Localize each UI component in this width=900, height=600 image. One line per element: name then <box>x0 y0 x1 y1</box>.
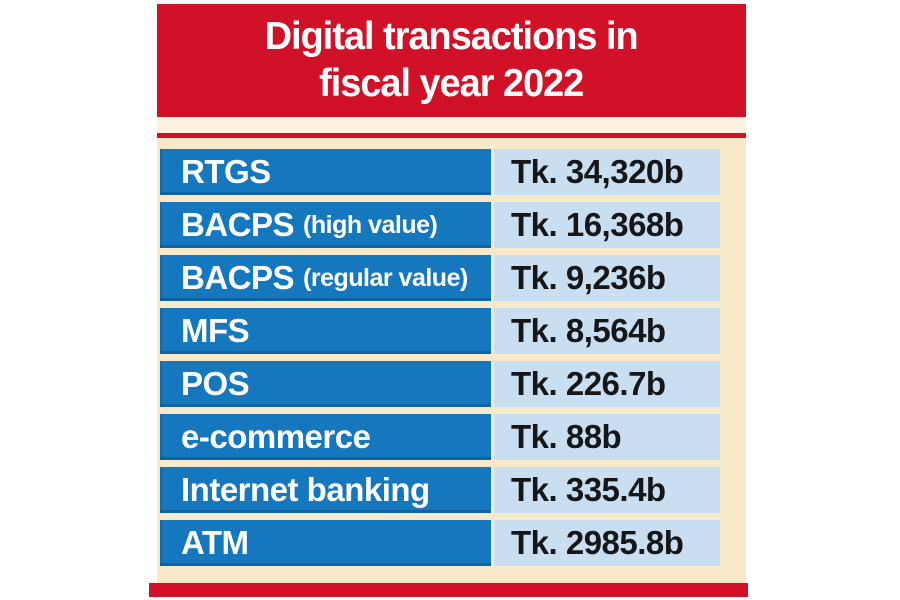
row-label-cell: MFS <box>160 308 491 354</box>
row-label: POS <box>181 365 250 402</box>
table-row: Internet banking Tk. 335.4b <box>160 467 720 513</box>
chart-title-line2: fiscal year 2022 <box>319 61 584 105</box>
table-row: ATM Tk. 2985.8b <box>160 520 720 566</box>
row-value: Tk. 16,368b <box>494 202 720 248</box>
table-row: RTGS Tk. 34,320b <box>160 149 720 195</box>
row-value: Tk. 335.4b <box>494 467 720 513</box>
row-value: Tk. 34,320b <box>494 149 720 195</box>
infographic-panel: Digital transactions in fiscal year 2022… <box>149 4 748 597</box>
row-label: MFS <box>181 312 250 349</box>
row-value: Tk. 8,564b <box>494 308 720 354</box>
table-row: MFS Tk. 8,564b <box>160 308 720 354</box>
table-row: BACPS (regular value) Tk. 9,236b <box>160 255 720 301</box>
title-banner: Digital transactions in fiscal year 2022 <box>157 4 746 117</box>
table-body: RTGS Tk. 34,320b BACPS (high value) Tk. 16,3… <box>157 138 746 583</box>
row-label-cell: POS <box>160 361 491 407</box>
red-bottom-strip <box>149 583 748 597</box>
row-label-cell: Internet banking <box>160 467 491 513</box>
row-label: ATM <box>181 524 249 561</box>
row-value: Tk. 2985.8b <box>494 520 720 566</box>
row-label-cell: RTGS <box>160 149 491 195</box>
row-label-cell: BACPS (high value) <box>160 202 491 248</box>
row-value: Tk. 9,236b <box>494 255 720 301</box>
chart-title-line1: Digital transactions in <box>265 15 639 59</box>
row-value: Tk. 226.7b <box>494 361 720 407</box>
table-row: POS Tk. 226.7b <box>160 361 720 407</box>
red-divider-line <box>157 133 746 138</box>
table-row: e-commerce Tk. 88b <box>160 414 720 460</box>
chart-title: Digital transactions in fiscal year 2022 <box>265 14 639 106</box>
row-value: Tk. 88b <box>494 414 720 460</box>
row-label: BACPS <box>181 206 295 243</box>
row-label: Internet banking <box>181 471 430 508</box>
row-label-cell: ATM <box>160 520 491 566</box>
row-label: BACPS <box>181 259 295 296</box>
row-label-cell: e-commerce <box>160 414 491 460</box>
row-label: RTGS <box>181 153 271 190</box>
row-label: e-commerce <box>181 418 371 455</box>
header-gap-band <box>157 117 746 133</box>
row-label-note: (regular value) <box>303 263 468 292</box>
row-label-note: (high value) <box>303 210 438 239</box>
row-label-cell: BACPS (regular value) <box>160 255 491 301</box>
table-row: BACPS (high value) Tk. 16,368b <box>160 202 720 248</box>
